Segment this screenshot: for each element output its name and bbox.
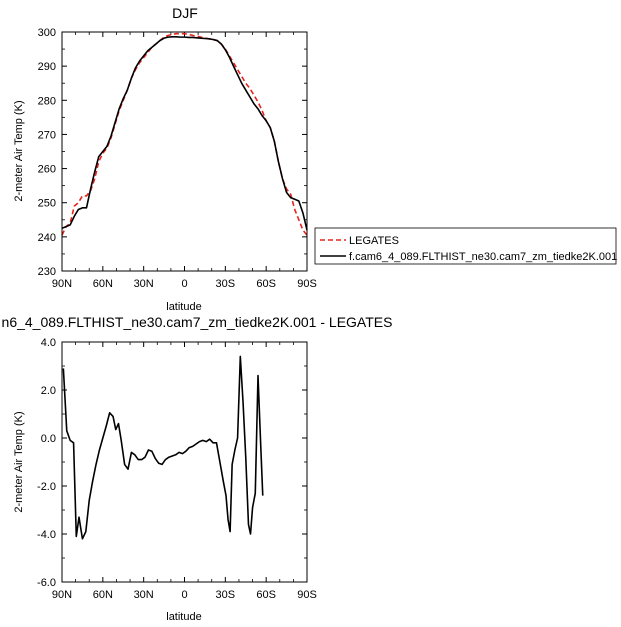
top-x-tick-label: 90N	[52, 278, 72, 290]
bottom-x-tick-label: 30N	[134, 589, 154, 601]
top-x-tick-label: 90S	[297, 278, 317, 290]
top-y-tick-label: 270	[38, 129, 56, 141]
bottom-plot-area: 90N 60N 30N 0 30S 60S 90S -6.0 -4.0 -2.0 0.0 2.0 4.0	[37, 337, 317, 601]
bottom-x-tick-label: 90S	[297, 589, 317, 601]
top-series-group	[61, 32, 308, 236]
bottom-y-tick-label: 0.0	[41, 433, 56, 445]
legend-box	[314, 227, 617, 265]
bottom-x-tick-label: 30S	[216, 589, 236, 601]
top-x-axis-label: latitude	[166, 301, 201, 313]
top-y-tick-label: 230	[38, 266, 56, 278]
legend-label-model: f.cam6_4_089.FLTHIST_ne30.cam7_zm_tiedke…	[349, 251, 617, 263]
top-series-line-2	[61, 35, 308, 231]
top-x-tick-label: 60N	[93, 278, 113, 290]
bottom-ticks: 90N 60N 30N 0 30S 60S 90S -6.0 -4.0 -2.0 0.0 2.0 4.0	[37, 337, 317, 601]
bottom-y-tick-label: 2.0	[41, 385, 56, 397]
bottom-x-tick-label: 60S	[256, 589, 276, 601]
bottom-x-tick-label: 60N	[93, 589, 113, 601]
bottom-panel: n6_4_089.FLTHIST_ne30.cam7_zm_tiedke2K.0…	[2, 314, 393, 623]
bottom-series-line-1	[62, 355, 264, 540]
top-y-tick-label: 280	[38, 95, 56, 107]
legend-label-legates: LEGATES	[349, 235, 399, 247]
top-plot-area: 90N 60N 30N 0 30S 60S 90S 230 240 250 260 270 280 290…	[38, 27, 317, 290]
top-y-tick-label: 290	[38, 61, 56, 73]
top-y-tick-label: 300	[38, 27, 56, 39]
top-series-line-1	[61, 32, 308, 236]
top-x-tick-label: 0	[181, 278, 187, 290]
top-x-tick-label: 60S	[256, 278, 276, 290]
top-x-tick-label: 30N	[134, 278, 154, 290]
top-y-tick-label: 240	[38, 232, 56, 244]
top-y-axis-label: 2-meter Air Temp (K)	[13, 100, 25, 201]
bottom-y-tick-label: 4.0	[41, 337, 56, 349]
top-x-tick-label: 30S	[216, 278, 236, 290]
bottom-series-group	[62, 355, 264, 540]
top-chart-title: DJF	[172, 5, 198, 21]
bottom-y-tick-label: -6.0	[37, 577, 56, 589]
top-plot-frame	[61, 31, 308, 272]
top-ticks: 90N 60N 30N 0 30S 60S 90S 230 240 250 260 270 280 290…	[38, 27, 317, 290]
bottom-chart-title: n6_4_089.FLTHIST_ne30.cam7_zm_tiedke2K.0…	[2, 314, 393, 330]
top-panel: DJF 2-meter Air Temp (K) latitude 90N 60N…	[13, 5, 617, 313]
top-y-tick-label: 250	[38, 198, 56, 210]
top-y-tick-label: 260	[38, 164, 56, 176]
bottom-plot-frame	[61, 341, 308, 583]
bottom-y-tick-label: -4.0	[37, 529, 56, 541]
legend: LEGATES f.cam6_4_089.FLTHIST_ne30.cam7_z…	[314, 227, 617, 265]
bottom-y-axis-label: 2-meter Air Temp (K)	[13, 411, 25, 512]
bottom-x-axis-label: latitude	[166, 611, 201, 623]
bottom-y-tick-label: -2.0	[37, 481, 56, 493]
bottom-x-tick-label: 90N	[52, 589, 72, 601]
bottom-x-tick-label: 0	[181, 589, 187, 601]
